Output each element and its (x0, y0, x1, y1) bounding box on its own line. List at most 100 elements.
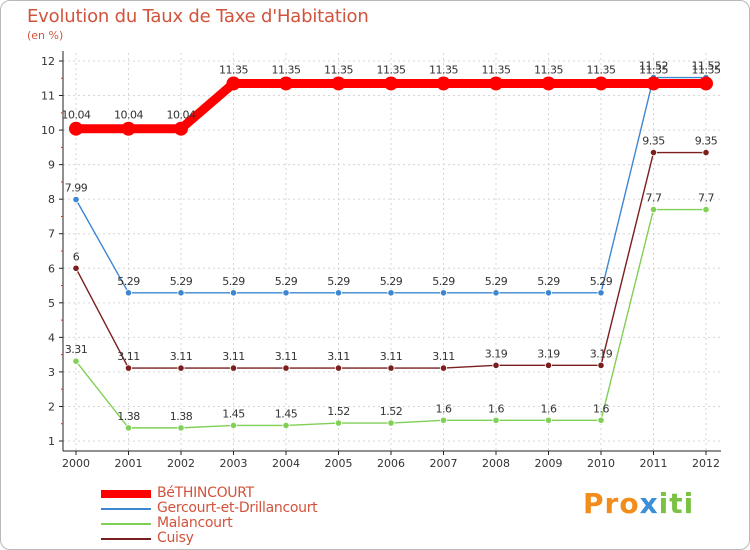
data-label: 10.04 (114, 109, 143, 122)
y-tick-label: 1 (48, 435, 55, 448)
data-point (436, 76, 451, 91)
data-point (541, 76, 556, 91)
data-point (124, 364, 133, 372)
data-point (177, 424, 185, 432)
legend-label: BéTHINCOURT (157, 485, 254, 501)
data-point (387, 364, 395, 372)
data-label: 5.29 (432, 275, 455, 288)
data-point (597, 289, 605, 297)
x-tick-label: 2006 (377, 457, 405, 470)
data-point (334, 289, 343, 297)
data-point (702, 148, 710, 157)
x-tick-label: 2008 (482, 457, 510, 470)
data-label: 3.11 (170, 350, 193, 363)
data-point (439, 364, 448, 372)
y-tick-label: 3 (48, 366, 55, 379)
data-label: 1.6 (488, 402, 504, 415)
data-point (72, 264, 80, 272)
legend-swatch (101, 490, 151, 498)
x-tick-label: 2004 (272, 457, 300, 470)
data-point (177, 289, 185, 297)
data-point (649, 148, 658, 157)
data-point (72, 357, 80, 365)
x-tick-label: 2003 (220, 457, 248, 470)
data-label: 1.45 (222, 407, 245, 420)
data-point (544, 361, 553, 369)
data-point (384, 76, 398, 91)
data-label: 11.52 (692, 60, 721, 73)
data-label: 11.35 (429, 63, 458, 76)
x-tick-label: 2005 (325, 457, 353, 470)
data-label: 10.04 (167, 109, 196, 122)
data-point (279, 76, 293, 91)
data-label: 5.29 (275, 275, 298, 288)
y-tick-label: 12 (41, 55, 55, 68)
data-label: 11.35 (639, 63, 668, 76)
data-label: 1.38 (170, 410, 193, 423)
data-label: 3.11 (432, 350, 455, 363)
x-tick-label: 2012 (692, 457, 720, 470)
data-point (331, 76, 346, 91)
x-tick-label: 2000 (62, 457, 90, 470)
legend-swatch (101, 523, 151, 525)
data-label: 1.6 (541, 402, 557, 415)
y-tick-label: 8 (48, 193, 55, 206)
data-point (124, 424, 133, 432)
y-tick-label: 6 (48, 262, 55, 275)
x-tick-label: 2010 (587, 457, 615, 470)
data-point (439, 289, 448, 297)
data-label: 1.38 (117, 410, 140, 423)
y-tick-label: 5 (48, 297, 55, 310)
data-label: 3.11 (380, 350, 403, 363)
data-point (229, 289, 238, 297)
y-tick-label: 11 (41, 90, 55, 103)
data-label: 7.99 (65, 182, 88, 195)
data-label: 11.35 (324, 63, 353, 76)
legend-swatch (101, 538, 151, 540)
x-tick-label: 2001 (115, 457, 143, 470)
data-point (439, 416, 448, 424)
data-label: 11.52 (639, 60, 668, 73)
data-label: 11.35 (377, 63, 406, 76)
data-point (387, 289, 395, 297)
data-label: 11.35 (692, 63, 721, 76)
y-tick-label: 10 (41, 124, 55, 137)
legend-label: Malancourt (157, 515, 233, 531)
data-point (387, 419, 395, 427)
data-label: 1.52 (327, 405, 350, 418)
data-point (69, 121, 83, 136)
data-point (702, 205, 710, 214)
y-tick-label: 7 (48, 228, 55, 241)
y-tick-label: 4 (48, 331, 55, 344)
data-point (177, 364, 185, 372)
data-point (226, 76, 241, 91)
data-label: 5.29 (537, 275, 560, 288)
data-label: 9.35 (695, 135, 718, 148)
data-point (649, 205, 658, 214)
data-point (121, 121, 136, 136)
data-label: 11.35 (587, 63, 616, 76)
data-label: 1.6 (593, 402, 609, 415)
data-label: 3.11 (327, 350, 350, 363)
data-label: 5.29 (327, 275, 350, 288)
data-label: 3.19 (537, 347, 560, 360)
y-tick-label: 9 (48, 159, 55, 172)
data-label: 3.11 (222, 350, 245, 363)
data-label: 11.35 (482, 63, 511, 76)
plot-area (63, 51, 721, 451)
chart-title: Evolution du Taux de Taxe d'Habitation (27, 6, 369, 27)
x-tick-label: 2007 (430, 457, 458, 470)
legend-label: Gercourt-et-Drillancourt (157, 500, 318, 516)
data-label: 1.52 (380, 405, 403, 418)
data-label: 5.29 (170, 275, 193, 288)
data-label: 11.35 (272, 63, 301, 76)
data-label: 3.11 (117, 350, 140, 363)
data-label: 11.35 (219, 63, 248, 76)
data-point (282, 364, 290, 372)
data-label: 3.19 (590, 347, 613, 360)
data-label: 6 (73, 250, 80, 263)
data-point (492, 361, 500, 369)
data-point (597, 416, 605, 424)
